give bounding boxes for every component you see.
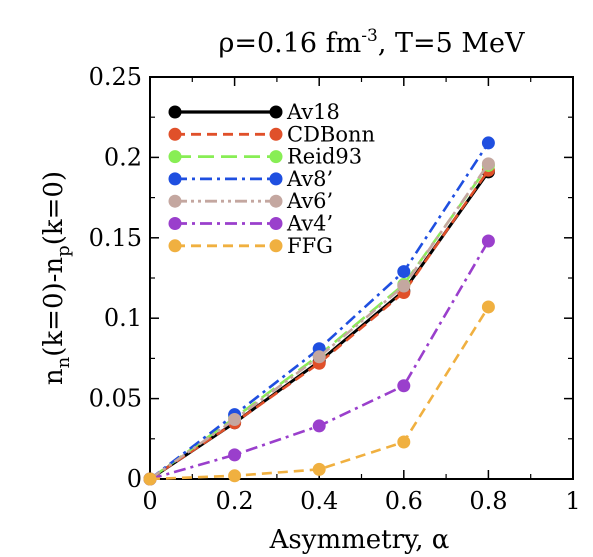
y-tick-label: 0.25 [89, 63, 142, 91]
legend-marker [168, 239, 182, 253]
series-line-cdbonn [149, 169, 490, 481]
y-tick-label: 0.05 [89, 385, 142, 413]
legend-marker [168, 127, 182, 141]
x-tick-label: 0 [142, 487, 157, 515]
y-axis-title: nn(k=0)-np(k=0) [39, 171, 74, 385]
data-point-ffg [228, 469, 242, 483]
legend-entry-av18: Av18 [168, 100, 340, 124]
legend-marker [168, 150, 182, 164]
data-point-av8 [481, 136, 495, 150]
data-point-av6 [312, 350, 326, 364]
axis-ticks: 0 0.2 0.4 0.6 0.8 1 0 0.05 0.1 0.15 0.2 0.25 [89, 63, 581, 515]
legend-entry-ffg: FFG [168, 234, 333, 258]
legend-marker [269, 194, 283, 208]
data-point-av6 [228, 413, 242, 427]
x-tick-label: 0.8 [469, 487, 507, 515]
data-point-av6 [397, 279, 411, 293]
y-tick-label: 0.1 [104, 304, 142, 332]
series-ffg [143, 300, 495, 486]
data-point-ffg [312, 462, 326, 476]
legend-entry-av4: Av4’ [168, 212, 333, 236]
legend-label: Av6’ [286, 189, 333, 213]
x-axis-title: Asymmetry, α [269, 525, 450, 555]
legend-marker [168, 105, 182, 119]
data-point-av8 [397, 265, 411, 279]
legend-marker [269, 172, 283, 186]
legend-marker [269, 127, 283, 141]
x-tick-label: 0.6 [385, 487, 423, 515]
legend-marker [168, 217, 182, 230]
legend-marker [168, 172, 182, 186]
data-point-av4 [228, 448, 242, 462]
series-line-av6 [149, 163, 490, 481]
legend-marker [168, 194, 182, 208]
legend-entry-av8: Av8’ [168, 167, 333, 191]
data-point-ffg [481, 300, 495, 314]
y-tick-label: 0 [127, 465, 142, 493]
x-tick-label: 1 [565, 487, 580, 515]
data-point-av4 [312, 419, 326, 433]
data-point-av6 [481, 157, 495, 171]
legend-label: Av8’ [286, 167, 333, 191]
data-point-av4 [481, 234, 495, 248]
legend-marker [269, 239, 283, 253]
data-point-ffg [397, 435, 411, 449]
legend-entry-av6: Av6’ [168, 189, 333, 213]
legend-marker [269, 150, 283, 164]
svg-text:nn(k=0)-np(k=0): nn(k=0)-np(k=0) [39, 171, 74, 385]
legend-label: Reid93 [287, 145, 362, 169]
x-tick-label: 0.4 [300, 487, 338, 515]
data-point-ffg [143, 472, 157, 486]
legend-entry-reid93: Reid93 [168, 145, 362, 169]
y-tick-label: 0.15 [89, 224, 142, 252]
series-layer [143, 136, 495, 486]
data-point-av4 [397, 379, 411, 393]
y-tick-label: 0.2 [104, 143, 142, 171]
legend-label: FFG [287, 234, 333, 258]
x-tick-label: 0.2 [216, 487, 254, 515]
legend-label: CDBonn [287, 122, 375, 146]
legend-label: Av18 [286, 100, 340, 124]
series-line-ffg [149, 306, 490, 481]
legend-label: Av4’ [286, 212, 333, 236]
series-line-av8 [149, 142, 490, 481]
legend-marker [269, 217, 283, 230]
chart-title: ρ=0.16 fm-3, T=5 MeV [218, 26, 525, 59]
legend-entry-cdbonn: CDBonn [168, 122, 375, 146]
legend-marker [269, 105, 283, 119]
